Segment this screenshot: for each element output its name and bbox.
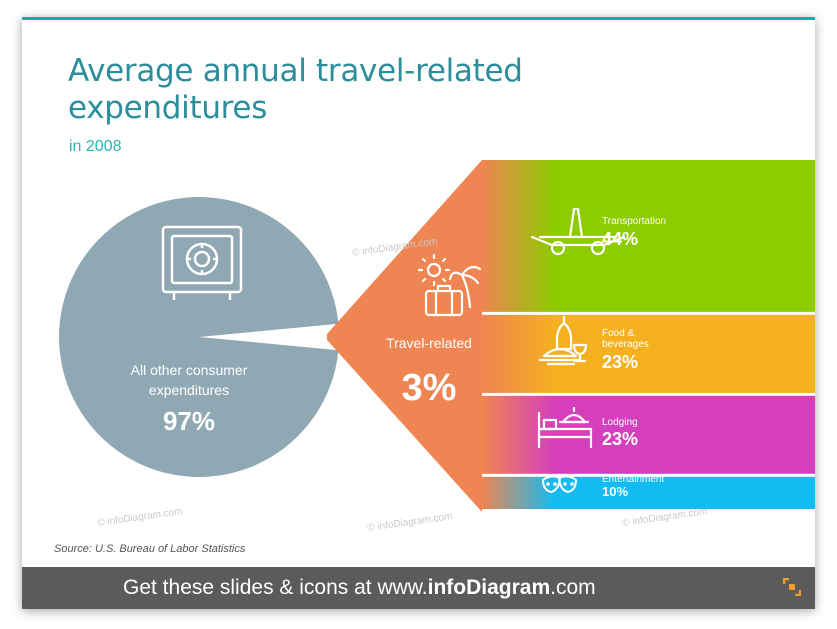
band-transportation: [482, 160, 815, 312]
pie-value-other: 97%: [162, 406, 216, 436]
top-accent-line: [22, 17, 815, 20]
slide: Average annual travel-related expenditur…: [22, 17, 815, 609]
travel-funnel: [327, 160, 482, 512]
theater-masks-icon: [542, 475, 577, 493]
chart-svg: [59, 160, 815, 512]
footer-brand: infoDiagram: [427, 576, 551, 599]
band-lodging: [482, 395, 815, 474]
segment-bands: [482, 160, 815, 509]
segment-value-food: 23%: [602, 352, 639, 372]
band-food-beverages: [482, 314, 815, 393]
footer-text-prefix: Get these slides & icons at www.: [123, 576, 428, 599]
infodiagram-logo-icon: [783, 578, 801, 596]
safe-icon: [161, 225, 243, 300]
segment-label-food: Food & beverages: [602, 328, 649, 350]
airplane-icon: [530, 207, 626, 256]
pie-value-travel: 3%: [401, 367, 457, 409]
pie-slice-other-expenditures: [59, 196, 339, 477]
pie-label-travel: Travel-related: [386, 335, 472, 351]
travel-icon: [417, 253, 482, 317]
pie-label-other: All other consumer expenditures: [130, 362, 248, 398]
lodging-icon: [537, 406, 593, 449]
segment-label-entertainment: Entertainment: [602, 474, 665, 485]
food-beverages-icon: [538, 315, 588, 366]
segment-label-lodging: Lodging: [602, 417, 638, 428]
segment-value-entertainment: 10%: [602, 484, 629, 499]
band-entertainment: [482, 476, 815, 509]
footer-text-suffix: .com: [550, 576, 596, 599]
page-subtitle: in 2008: [69, 138, 122, 155]
footer-banner: Get these slides & icons at www.infoDiag…: [22, 567, 815, 609]
segment-label-transportation: Transportation: [602, 216, 667, 227]
segment-value-lodging: 23%: [602, 429, 639, 449]
source-note: Source: U.S. Bureau of Labor Statistics: [54, 543, 246, 555]
segment-value-transportation: 44%: [602, 229, 639, 249]
page-title: Average annual travel-related expenditur…: [68, 53, 523, 126]
